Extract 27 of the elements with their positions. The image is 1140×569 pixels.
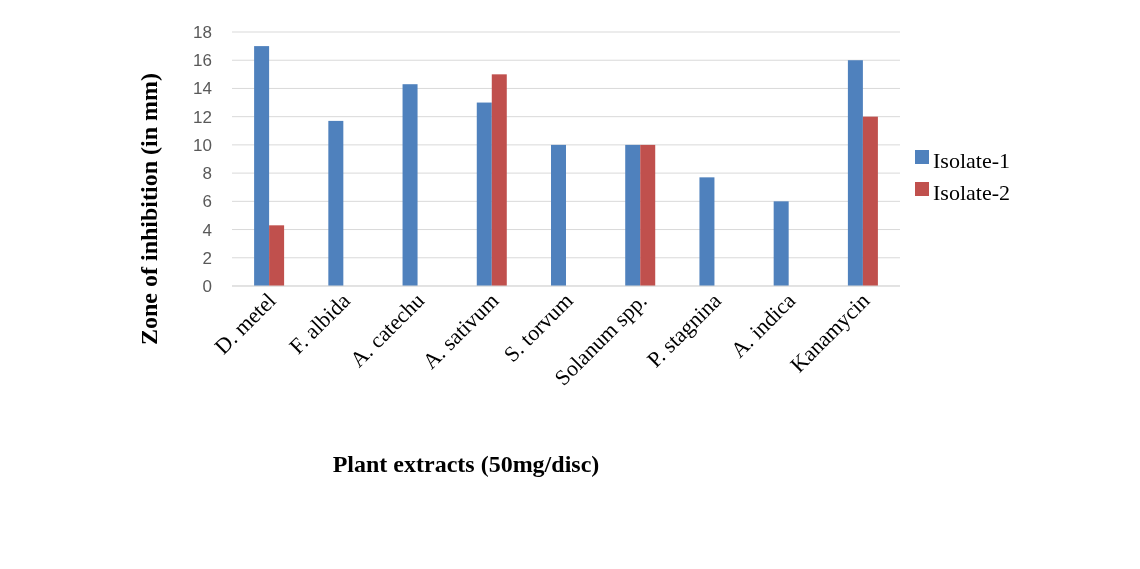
- bar: [476, 102, 492, 286]
- bar: [328, 120, 344, 286]
- y-tick-label: 6: [202, 192, 212, 212]
- y-tick-label: 2: [202, 248, 212, 268]
- y-tick-label: 4: [202, 220, 212, 240]
- bar: [254, 46, 270, 286]
- y-tick-label: 12: [193, 107, 212, 127]
- y-tick-label: 14: [193, 79, 212, 99]
- bar: [847, 60, 863, 286]
- y-axis-title: Zone of inhibition (in mm): [136, 72, 162, 346]
- legend-label: Isolate-1: [933, 147, 1010, 173]
- bar: [269, 225, 285, 286]
- bar: [491, 74, 507, 286]
- y-tick-label: 16: [193, 51, 212, 71]
- bar: [699, 177, 715, 286]
- bar: [862, 116, 878, 286]
- y-tick-label: 18: [193, 22, 212, 42]
- x-axis-title: Plant extracts (50mg/disc): [332, 451, 600, 477]
- y-tick-label: 8: [202, 164, 212, 184]
- bar: [402, 84, 418, 286]
- bar: [625, 144, 641, 286]
- bar: [773, 201, 789, 286]
- bar: [640, 144, 656, 286]
- y-tick-label: 10: [193, 135, 212, 155]
- bar: [551, 144, 566, 286]
- y-tick-label: 0: [202, 276, 212, 296]
- legend-label: Isolate-2: [933, 179, 1010, 205]
